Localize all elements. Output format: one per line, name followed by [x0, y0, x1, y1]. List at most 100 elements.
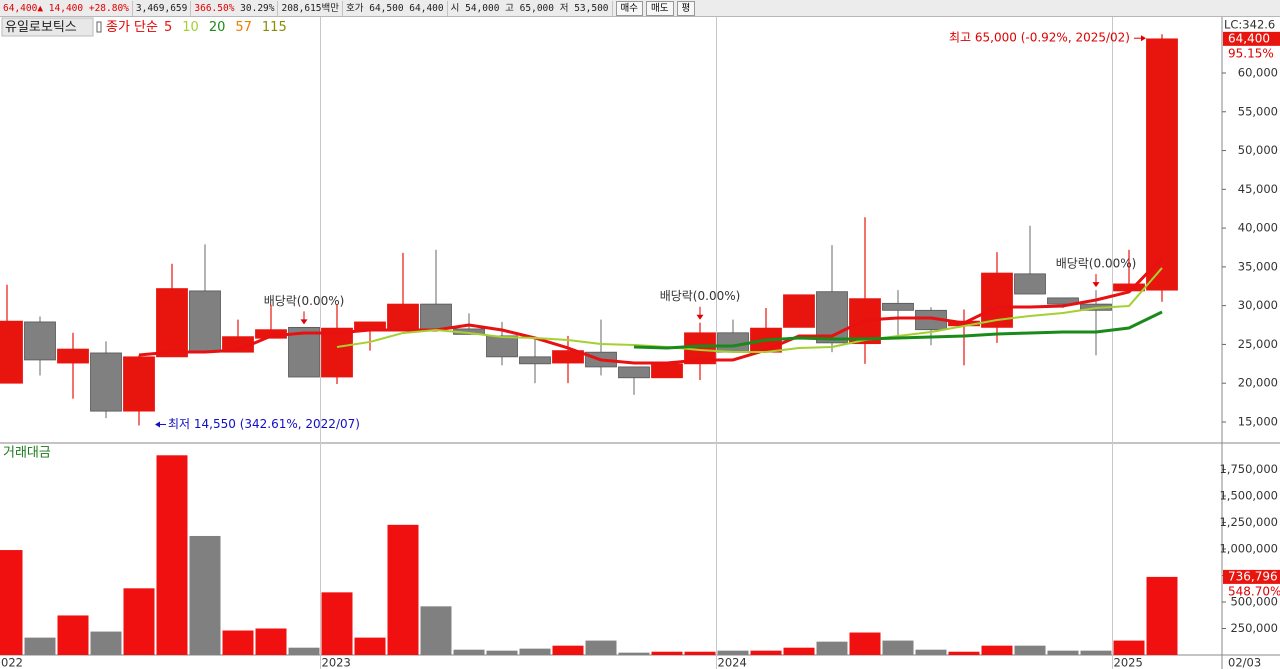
chart: 유일로보틱스 종가 단순 거래대금 배당락(0.00%) 배당락(0.00%)배당… — [0, 17, 1280, 669]
ohl-cell: 시 54,000 고 65,000 저 53,500 — [448, 0, 613, 16]
bar — [882, 640, 914, 655]
chart-title: 유일로보틱스 — [5, 20, 77, 35]
bar — [519, 648, 551, 655]
candle-body — [420, 303, 452, 330]
event-label: 배당락(0.00%) — [264, 294, 345, 308]
label: 시 — [450, 2, 460, 14]
ratio: 30.29% — [240, 2, 275, 14]
x-tick-label: 022 — [1, 656, 23, 669]
high-note: 최고 65,000 (-0.92%, 2025/02) — [949, 31, 1130, 45]
candle-body — [882, 302, 914, 311]
candle-body — [1014, 273, 1046, 295]
legend-entry: 115 — [262, 20, 287, 35]
low-note: 최저 14,550 (342.61%, 2022/07) — [168, 417, 360, 431]
candle-body — [387, 303, 419, 330]
x-tick-label: 2023 — [322, 656, 351, 669]
y-tick-label: 1,250,000 — [1219, 515, 1278, 529]
event-arrow-head — [1092, 282, 1100, 288]
bar — [981, 645, 1013, 655]
candle-body — [651, 363, 683, 379]
y-tick-label: 30,000 — [1238, 298, 1278, 312]
title-box — [1, 17, 94, 37]
bar — [717, 650, 749, 655]
low: 53,500 — [574, 2, 609, 14]
candle-body — [1047, 297, 1079, 305]
bar — [189, 535, 221, 655]
y-tick-label: 55,000 — [1238, 104, 1278, 118]
quote-price-cell: 64,400▲ 14,400 +28.80% — [0, 0, 133, 16]
candle-body — [486, 335, 518, 358]
lc-label: LC:342.6 — [1224, 18, 1275, 32]
current-value-box — [1223, 569, 1280, 584]
y-tick-label: 40,000 — [1238, 221, 1278, 235]
candle-body — [717, 332, 749, 353]
y-tick-label: 25,000 — [1238, 337, 1278, 351]
bar — [222, 630, 254, 655]
price: 64,400▲ — [3, 2, 44, 14]
y-tick-label: 35,000 — [1238, 259, 1278, 273]
current-change: 548.70% — [1228, 584, 1280, 598]
ratio-cell: 366.50% 30.29% — [191, 0, 279, 16]
bar — [783, 647, 815, 655]
panel-title: 거래대금 — [3, 446, 51, 461]
event-label: 배당락(0.00%) — [660, 289, 741, 303]
candle-body — [783, 294, 815, 328]
bar — [255, 628, 287, 655]
y-tick-label: 20,000 — [1238, 376, 1278, 390]
y-tick-label: 45,000 — [1238, 182, 1278, 196]
moving-average-line — [633, 310, 1163, 350]
bar — [387, 524, 419, 655]
flat-button[interactable]: 평 — [676, 0, 696, 16]
y-tick-label: 500,000 — [1230, 595, 1278, 609]
quote-cell: 호가 64,500 64,400 — [343, 0, 448, 16]
bar — [684, 651, 716, 655]
y-tick-label: 15,000 — [1238, 414, 1278, 428]
x-tick-label: 2025 — [1114, 656, 1143, 669]
candle-body — [321, 327, 353, 378]
open: 54,000 — [465, 2, 500, 14]
y-tick-label: 50,000 — [1238, 143, 1278, 157]
bar — [0, 550, 23, 655]
sell-button[interactable]: 매도 — [646, 0, 674, 16]
label: 고 — [505, 2, 514, 14]
event-arrow-head — [300, 319, 308, 325]
candle-body — [0, 320, 23, 384]
bar — [123, 588, 155, 655]
plot: 배당락(0.00%) 배당락(0.00%) 배당락(0.00%) 최고 65,000 … — [0, 17, 1178, 669]
bar — [750, 650, 782, 655]
bar — [288, 647, 320, 655]
candle-body — [123, 356, 155, 412]
label: 호가 — [346, 2, 364, 14]
candle-body — [288, 326, 320, 378]
candle-body — [618, 366, 650, 379]
icon — [96, 21, 102, 33]
ratio: 366.50% — [194, 2, 235, 14]
date-label: 02/03 — [1228, 656, 1261, 669]
bar — [90, 631, 122, 655]
bar — [849, 632, 881, 655]
bar — [651, 651, 683, 655]
candle-body — [1146, 38, 1178, 291]
y-tick-label: 1,000,000 — [1219, 542, 1278, 556]
bar — [1080, 650, 1112, 655]
label: 저 — [559, 2, 569, 14]
candle-body — [24, 321, 56, 361]
bar — [552, 645, 584, 655]
bar — [1014, 645, 1046, 655]
volume: 3,469,659 — [133, 0, 192, 16]
ask: 64,500 — [369, 2, 404, 14]
candle-body — [90, 352, 122, 412]
bar — [24, 637, 56, 655]
high: 65,000 — [519, 2, 554, 14]
current-value-label: 736,796 — [1228, 569, 1278, 583]
bar — [1047, 650, 1079, 655]
legend-entry: 5 — [164, 20, 172, 35]
bar — [915, 649, 947, 655]
current-price-box — [1223, 31, 1280, 46]
buy-button[interactable]: 매수 — [615, 0, 644, 16]
candle-body — [57, 348, 89, 364]
bar — [57, 615, 89, 655]
bar — [1146, 576, 1178, 655]
candle-body — [519, 356, 551, 365]
